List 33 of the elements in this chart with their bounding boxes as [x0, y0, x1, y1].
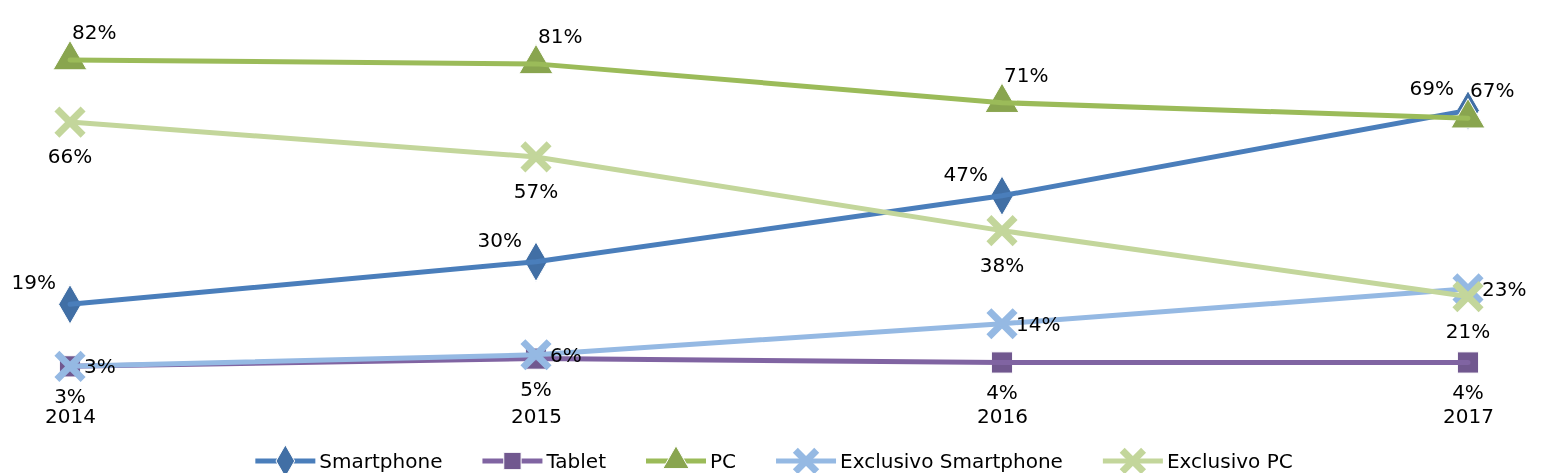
data-label: 38%	[979, 252, 1025, 277]
data-label: 4%	[1452, 380, 1484, 405]
x-tick-label: 2016	[977, 404, 1028, 429]
legend-label: Smartphone	[319, 449, 443, 473]
x-tick-label: 2015	[511, 404, 562, 429]
data-label: 82%	[72, 20, 117, 44]
point	[519, 338, 553, 372]
legend-label: Tablet	[545, 449, 607, 473]
point	[985, 214, 1019, 248]
x-tick-label: 2017	[1443, 404, 1494, 429]
point	[53, 105, 87, 139]
data-label: 69%	[1409, 76, 1454, 101]
data-label: 47%	[943, 161, 988, 186]
data-label: 66%	[47, 144, 93, 169]
data-label: 67%	[1470, 78, 1515, 103]
data-label: 4%	[986, 380, 1018, 405]
data-label: 57%	[513, 178, 559, 203]
point	[1451, 279, 1485, 314]
data-label: 14%	[1016, 311, 1061, 336]
legend-label: Exclusivo PC	[1166, 449, 1293, 473]
legend-label: Exclusivo Smartphone	[840, 449, 1063, 473]
data-label: 23%	[1482, 276, 1527, 301]
data-label: 71%	[1004, 62, 1049, 87]
data-label: 30%	[477, 227, 522, 252]
data-label: 19%	[11, 270, 56, 295]
data-label: 5%	[520, 376, 552, 401]
point	[985, 307, 1019, 341]
legend-label: PC	[710, 449, 737, 473]
data-label: 3%	[84, 354, 116, 379]
point	[519, 140, 553, 174]
data-label: 81%	[538, 23, 583, 48]
data-label: 6%	[550, 342, 582, 367]
data-label: 21%	[1445, 318, 1491, 343]
